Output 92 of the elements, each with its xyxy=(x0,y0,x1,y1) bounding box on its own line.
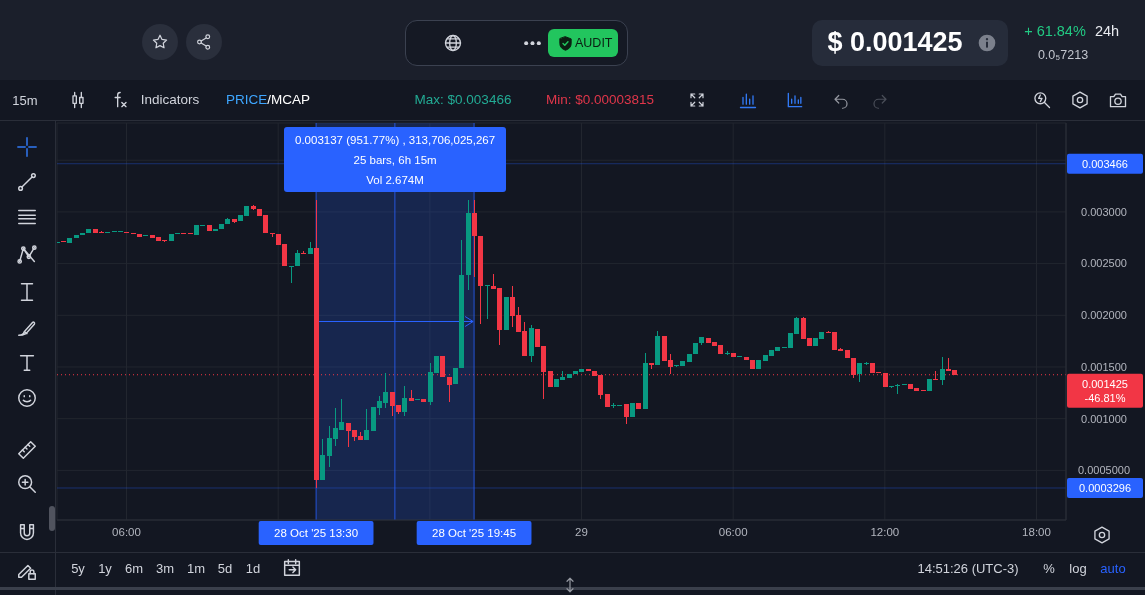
text: 0.0₅7213 xyxy=(1037,47,1089,62)
candlestick xyxy=(655,331,660,365)
text: Max: $0.003466 xyxy=(414,92,512,108)
candlestick xyxy=(364,409,369,440)
candlestick xyxy=(289,266,294,283)
candlestick xyxy=(725,351,730,355)
candlestick xyxy=(845,350,850,358)
candlestick xyxy=(320,439,325,480)
ref-line-label: 0.001425 -46.81% xyxy=(1082,377,1128,404)
candlestick xyxy=(857,363,862,382)
ref-line-label: 28 Oct '25 19:45 xyxy=(432,527,517,539)
text: log xyxy=(1069,560,1087,576)
x-tick-label: 06:00 xyxy=(718,526,748,539)
candlestick xyxy=(232,219,237,223)
text: 24h xyxy=(1094,22,1120,39)
candlestick xyxy=(225,218,230,224)
candlestick xyxy=(308,242,313,254)
annotation: Vol 2.674M xyxy=(365,173,425,188)
x-tick-label: 12:00 xyxy=(870,526,900,539)
text: % xyxy=(1043,560,1055,576)
ref-line-label: 0.0003296 xyxy=(1079,481,1131,494)
candlestick xyxy=(624,404,629,424)
candlestick xyxy=(940,357,945,385)
candlestick xyxy=(605,394,610,407)
candlestick xyxy=(478,236,483,324)
candlestick xyxy=(731,353,736,357)
candlestick xyxy=(74,235,79,238)
y-tick-label: 0.002000 xyxy=(1081,309,1127,322)
candlestick xyxy=(643,353,648,409)
y-tick-label: 0.0005000 xyxy=(1078,464,1130,477)
candlestick xyxy=(649,363,654,369)
candlestick xyxy=(529,325,534,362)
annotation: 0.003137 (951.77%) , 313,706,025,267 xyxy=(294,133,497,148)
candlestick xyxy=(301,251,306,254)
x-tick-label: 06:00 xyxy=(112,526,141,539)
y-tick-label: 0.001000 xyxy=(1081,412,1127,425)
text: 1d xyxy=(245,560,261,576)
text: 5y xyxy=(71,560,85,576)
text: 1y xyxy=(98,560,112,576)
text: 5d xyxy=(217,560,233,576)
candlestick xyxy=(466,200,471,290)
candlestick xyxy=(67,238,72,243)
candlestick xyxy=(630,403,635,417)
candlestick xyxy=(636,403,641,409)
candlestick xyxy=(251,205,256,210)
text: 15m xyxy=(12,92,38,108)
text: 3m xyxy=(155,560,175,576)
text: 1m xyxy=(186,560,206,576)
ref-line-label: 28 Oct '25 13:30 xyxy=(274,527,359,539)
candlestick xyxy=(472,200,477,277)
text: auto xyxy=(1100,560,1126,576)
text: Min: $0.00003815 xyxy=(545,92,655,108)
candlestick xyxy=(687,354,692,362)
ref-line-label: 0.003466 xyxy=(1082,157,1128,170)
text: PRICE/MCAP xyxy=(225,92,311,108)
candlestick xyxy=(693,343,698,354)
candlestick xyxy=(459,240,464,368)
text: + 61.84% xyxy=(1024,22,1086,39)
candlestick xyxy=(207,225,212,231)
y-tick-label: 0.003000 xyxy=(1081,205,1127,218)
candlestick xyxy=(402,386,407,416)
candlestick xyxy=(421,399,426,402)
x-tick-label: 18:00 xyxy=(1022,526,1051,539)
y-tick-label: 0.001500 xyxy=(1081,360,1127,373)
tooltip-box: 0.003137 (951.77%) , 313,706,025,267 25 bars, 6h 15m Vol 2.674M xyxy=(284,127,507,192)
candlestick xyxy=(453,368,458,384)
candlestick xyxy=(756,360,761,369)
candlestick xyxy=(270,233,275,237)
text: 14:51:26 (UTC-3) xyxy=(917,560,1019,576)
candlestick xyxy=(895,384,900,394)
candlestick xyxy=(864,362,869,365)
candlestick xyxy=(295,250,300,266)
candlestick xyxy=(699,337,704,345)
x-tick-label: 29 xyxy=(575,526,588,539)
text: Indicators xyxy=(140,92,200,108)
candlestick xyxy=(744,357,749,360)
y-tick-label: 0.002500 xyxy=(1081,257,1127,270)
candlestick xyxy=(927,379,932,391)
candlestick xyxy=(86,229,91,233)
candlestick xyxy=(409,390,414,401)
text: $ 0.001425 xyxy=(827,26,963,57)
candlestick xyxy=(169,234,174,241)
candlestick xyxy=(750,360,755,369)
candlestick xyxy=(447,377,452,402)
candlestick xyxy=(485,285,490,319)
candlestick xyxy=(567,374,572,378)
annotation: 25 bars, 6h 15m xyxy=(352,153,438,168)
candlestick xyxy=(504,297,509,330)
candlestick xyxy=(219,224,224,229)
candlestick xyxy=(137,234,142,237)
audit-button: AUDIT xyxy=(548,29,618,57)
text: 6m xyxy=(124,560,144,576)
